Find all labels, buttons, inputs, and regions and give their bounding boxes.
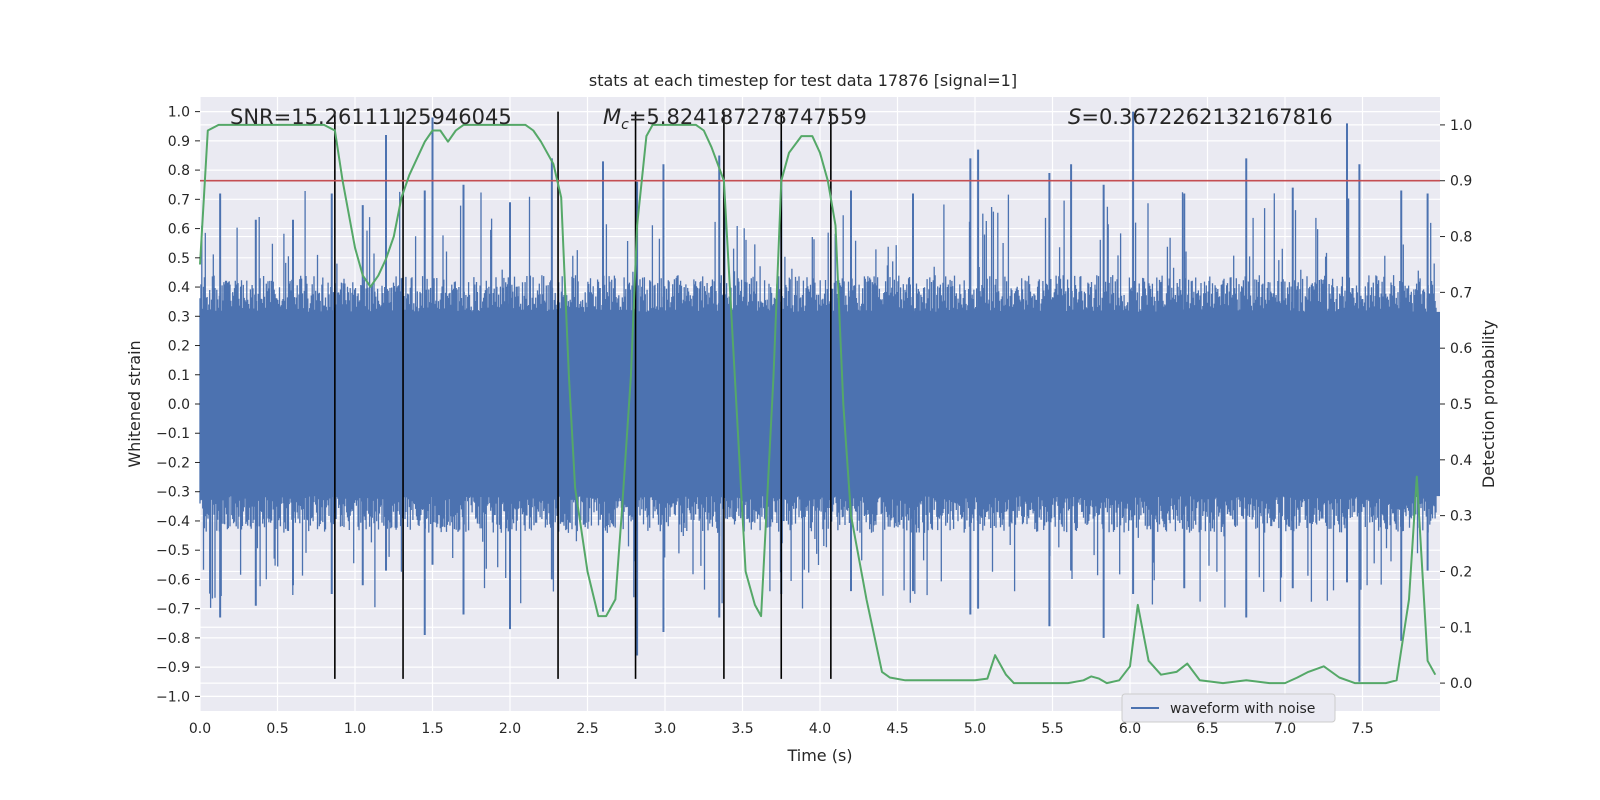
y-tick-label: −0.4 (156, 514, 190, 530)
x-tick-label: 2.0 (499, 721, 521, 737)
probability-line (199, 123, 1437, 685)
x-tick-label: 4.5 (886, 721, 908, 737)
y-tick-label: −0.2 (156, 455, 190, 471)
y-right-tick-label: 0.8 (1450, 230, 1472, 246)
waveform-noise-trace (199, 191, 1437, 609)
x-tick-label: 0.5 (266, 721, 288, 737)
s-annotation: S=0.3672262132167816 (1068, 105, 1333, 129)
mc-symbol: M (603, 105, 621, 129)
x-tick-label: 3.5 (731, 721, 753, 737)
x-tick-label: 7.5 (1351, 721, 1373, 737)
x-tick-label: 3.0 (654, 721, 676, 737)
y-tick-label: 0.9 (168, 134, 190, 150)
y-tick-label: 0.6 (168, 222, 190, 238)
s-symbol: S (1068, 105, 1081, 129)
x-axis-ticks: 0.0 0.5 1.0 1.5 2.0 2.5 3.0 3.5 4.0 4.5 5.0 5.5 6.0 6… (189, 721, 1374, 737)
y-tick-label: 0.5 (168, 251, 190, 267)
x-tick-label: 6.5 (1196, 721, 1218, 737)
y-right-axis-label: Detection probability (1479, 320, 1498, 488)
y-right-tick-label: 0.9 (1450, 174, 1472, 190)
x-tick-label: 6.0 (1119, 721, 1141, 737)
y-tick-label: −0.1 (156, 426, 190, 442)
y-right-tick-label: 1.0 (1450, 118, 1472, 134)
x-tick-label: 7.0 (1274, 721, 1296, 737)
x-axis-label: Time (s) (786, 746, 852, 765)
y-right-tick-label: 0.7 (1450, 285, 1472, 301)
y-tick-label: 0.2 (168, 339, 190, 355)
mc-subscript: c (621, 117, 629, 133)
y-tick-label: 0.1 (168, 368, 190, 384)
y-axis-label: Whitened strain (125, 340, 144, 467)
snr-annotation: SNR=15.26111125946045 (230, 105, 512, 129)
y-right-tick-label: 0.1 (1450, 620, 1472, 636)
y-tick-label: −0.7 (156, 602, 190, 618)
y-tick-label: −1.0 (156, 689, 190, 705)
legend-entry: waveform with noise (1170, 701, 1315, 717)
y-right-tick-label: 0.0 (1450, 676, 1472, 692)
y-tick-label: −0.6 (156, 572, 190, 588)
y-axis-ticks: 1.0 0.9 0.8 0.7 0.6 0.5 0.4 0.3 0.2 0.1 0.0 −0.1 −0.… (156, 105, 200, 705)
chirp-mass-annotation: Mc=5.824187278747559 (603, 105, 867, 133)
legend-box (1121, 693, 1336, 723)
x-tick-label: 5.0 (964, 721, 986, 737)
mc-value: =5.824187278747559 (629, 105, 867, 129)
y-tick-label: −0.9 (156, 660, 190, 676)
y-tick-label: 0.8 (168, 163, 190, 179)
event-markers (334, 111, 832, 679)
probability-series (199, 123, 1437, 685)
y-right-tick-label: 0.5 (1450, 397, 1472, 413)
y-right-tick-label: 0.3 (1450, 509, 1472, 525)
y-tick-label: 0.7 (168, 192, 190, 208)
y-right-tick-label: 0.6 (1450, 341, 1472, 357)
y-tick-label: 0.0 (168, 397, 190, 413)
x-tick-label: 1.0 (344, 721, 366, 737)
chart-title: stats at each timestep for test data 178… (589, 71, 1017, 90)
waveform-series (199, 191, 1440, 609)
s-value: =0.3672262132167816 (1081, 105, 1332, 129)
y-tick-label: 0.3 (168, 309, 190, 325)
legend: waveform with noise (1121, 693, 1336, 723)
y-tick-label: −0.8 (156, 631, 190, 647)
x-tick-label: 2.5 (576, 721, 598, 737)
x-tick-label: 1.5 (421, 721, 443, 737)
y-tick-label: 0.4 (168, 280, 190, 296)
y-right-tick-label: 0.2 (1450, 564, 1472, 580)
y-tick-label: 1.0 (168, 105, 190, 121)
y-right-tick-label: 0.4 (1450, 453, 1472, 469)
y-right-axis-ticks: 1.0 0.9 0.8 0.7 0.6 0.5 0.4 0.3 0.2 0.1 0.0 (1440, 118, 1472, 692)
x-tick-label: 5.5 (1041, 721, 1063, 737)
x-tick-label: 4.0 (809, 721, 831, 737)
y-tick-label: −0.3 (156, 485, 190, 501)
y-tick-label: −0.5 (156, 543, 190, 559)
x-tick-label: 0.0 (189, 721, 211, 737)
